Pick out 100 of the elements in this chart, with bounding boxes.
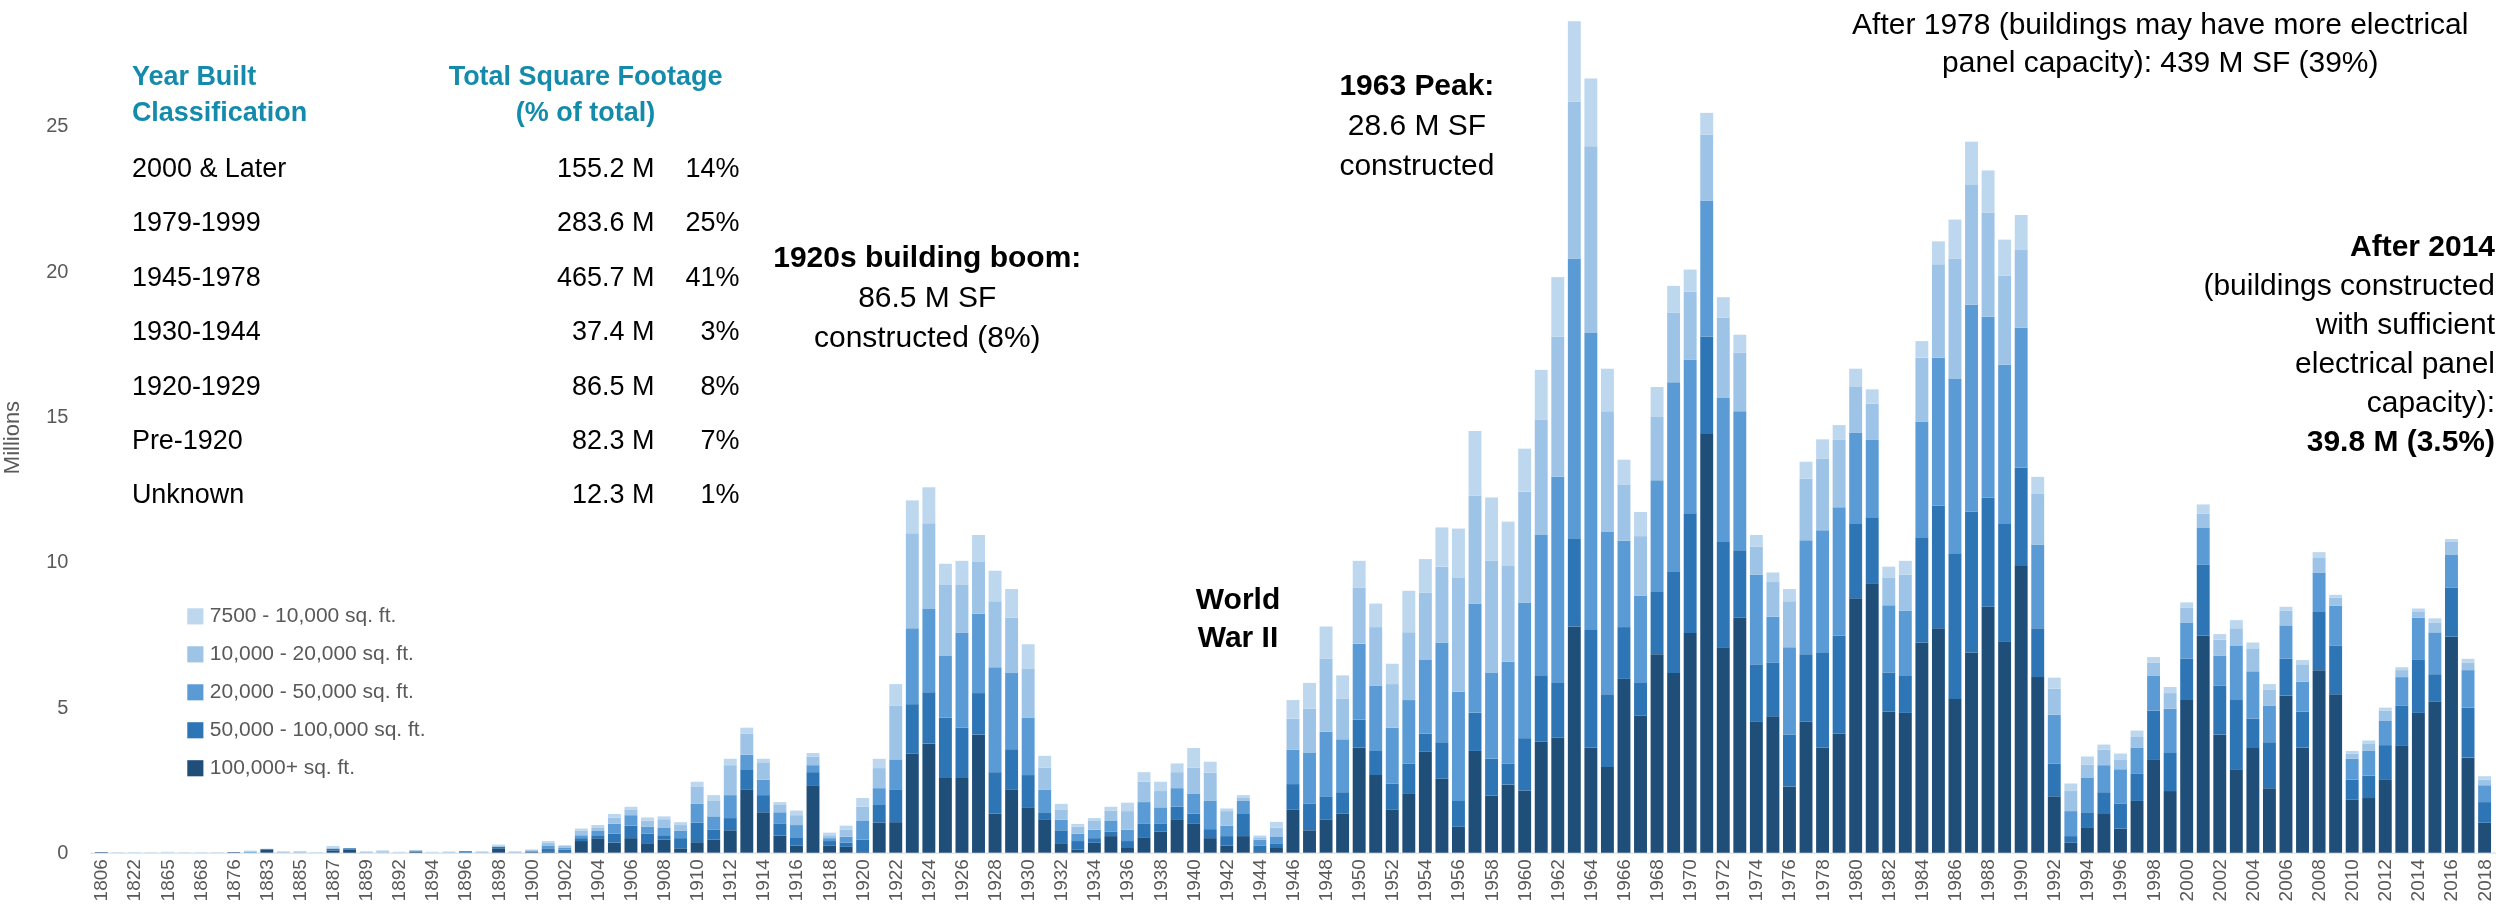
x-tick-label: 2014	[2407, 859, 2429, 902]
legend-label: 10,000 - 20,000 sq. ft.	[209, 641, 414, 665]
x-tick-label: 1958	[1480, 859, 1502, 902]
x-tick-label: 1924	[917, 859, 939, 902]
x-tick-label: 1865	[156, 859, 178, 902]
x-tick-label: 1942	[1215, 859, 1237, 902]
x-tick-label: 1932	[1050, 859, 1072, 902]
annotation: 1920-1929	[131, 370, 261, 401]
x-tick-label: 1940	[1182, 859, 1204, 902]
x-tick-label: 1950	[1348, 859, 1370, 902]
annotation: 3%	[700, 316, 740, 347]
x-tick-label: 1962	[1546, 859, 1568, 902]
x-tick-label: 1892	[388, 859, 410, 902]
x-tick-label: 1930	[1017, 859, 1039, 902]
x-tick-label: 1968	[1646, 859, 1668, 902]
x-tick-label: 1990	[2010, 859, 2032, 902]
annotation: 283.6 M	[557, 207, 655, 238]
x-tick-label: 1887	[322, 859, 344, 902]
x-tick-label: 1964	[1579, 859, 1601, 902]
annotation: After 2014 (buildings constructed with sufficient electrical panel capacity): 39.8 M (3.5%)	[2203, 229, 2496, 457]
annotation: 155.2 M	[557, 152, 655, 183]
x-tick-label: 1868	[189, 859, 211, 902]
x-tick-label: 1948	[1315, 859, 1337, 902]
x-tick-label: 2006	[2274, 859, 2296, 902]
annotation: World War II	[1195, 581, 1281, 653]
annotation: 465.7 M	[557, 261, 655, 292]
x-tick-label: 1998	[2142, 859, 2164, 902]
x-tick-label: 2008	[2308, 859, 2330, 902]
x-tick-label: 1974	[1745, 859, 1767, 902]
x-tick-label: 1982	[1877, 859, 1899, 902]
x-tick-label: 2004	[2241, 859, 2263, 902]
x-tick-label: 1944	[1248, 859, 1270, 902]
x-tick-label: 1916	[785, 859, 807, 902]
x-tick-label: 1954	[1414, 859, 1436, 902]
annotation: 25%	[685, 207, 740, 238]
x-tick-label: 1978	[1811, 859, 1833, 902]
x-tick-label: 1910	[686, 859, 708, 902]
x-tick-label: 1972	[1712, 859, 1734, 902]
y-tick-label: 10	[46, 550, 69, 573]
x-tick-label: 1934	[1083, 859, 1105, 902]
x-tick-label: 1822	[123, 859, 145, 902]
x-tick-label: 1956	[1447, 859, 1469, 902]
annotation: 86.5 M	[572, 370, 655, 401]
x-tick-label: 2012	[2374, 859, 2396, 902]
annotation: 1979-1999	[131, 207, 261, 238]
x-tick-label: 1904	[586, 859, 608, 902]
x-tick-label: 2016	[2440, 859, 2462, 902]
x-tick-label: 1986	[1943, 859, 1965, 902]
x-tick-label: 1906	[619, 859, 641, 902]
x-tick-label: 1912	[719, 859, 741, 902]
x-tick-label: 1938	[1149, 859, 1171, 902]
x-tick-label: 1970	[1679, 859, 1701, 902]
x-tick-label: 1966	[1612, 859, 1634, 902]
x-tick-label: 1806	[90, 859, 112, 902]
x-tick-label: 1908	[653, 859, 675, 902]
annotation: Unknown	[131, 479, 245, 510]
y-tick-label: 0	[57, 841, 69, 864]
legend-label: 50,000 - 100,000 sq. ft.	[209, 717, 426, 741]
x-tick-label: 1980	[1844, 859, 1866, 902]
annotation: Total Square Footage (% of total)	[448, 61, 723, 128]
x-tick-label: 1914	[752, 859, 774, 902]
annotation: Year Built Classification	[131, 61, 308, 128]
legend-label: 100,000+ sq. ft.	[209, 755, 355, 779]
annotation: 8%	[700, 370, 740, 401]
annotation: Pre-1920	[131, 425, 243, 455]
y-tick-label: 15	[46, 405, 69, 428]
annotation: 2000 & Later	[131, 152, 287, 183]
annotation: 1%	[700, 479, 740, 510]
x-tick-label: 1984	[1910, 859, 1932, 902]
annotation: 1930-1944	[131, 316, 261, 347]
x-tick-label: 1889	[355, 859, 377, 902]
annotation: 37.4 M	[572, 316, 655, 347]
x-tick-label: 1898	[487, 859, 509, 902]
x-tick-label: 1994	[2076, 859, 2098, 902]
x-tick-label: 1946	[1281, 859, 1303, 902]
x-tick-label: 2000	[2175, 859, 2197, 902]
legend-label: 7500 - 10,000 sq. ft.	[209, 603, 397, 627]
annotation: 1963 Peak: 28.6 M SF constructed	[1339, 68, 1495, 182]
x-tick-label: 1952	[1381, 859, 1403, 902]
x-tick-label: 1922	[884, 859, 906, 902]
x-tick-label: 2018	[2473, 859, 2495, 902]
x-tick-label: 1876	[222, 859, 244, 902]
x-tick-label: 1976	[1778, 859, 1800, 902]
x-tick-label: 1992	[2043, 859, 2065, 902]
x-tick-label: 2010	[2341, 859, 2363, 902]
x-tick-label: 2002	[2208, 859, 2230, 902]
x-tick-label: 1936	[1116, 859, 1138, 902]
y-tick-label: 25	[46, 114, 69, 137]
annotation: 14%	[685, 152, 740, 183]
annotation: After 1978 (buildings may have more electrical panel capacity): 439 M SF (39%)	[1852, 7, 2469, 79]
annotation: 7%	[700, 425, 740, 455]
y-tick-label: 20	[46, 259, 69, 282]
x-tick-label: 1996	[2109, 859, 2131, 902]
y-axis-title: Millions	[0, 400, 25, 475]
x-tick-label: 1900	[520, 859, 542, 902]
x-tick-label: 1920	[851, 859, 873, 902]
x-tick-label: 1960	[1513, 859, 1535, 902]
annotation: 1920s building boom: 86.5 M SF constructed (8%)	[773, 240, 1082, 354]
x-tick-label: 1926	[950, 859, 972, 902]
x-tick-label: 1902	[553, 859, 575, 902]
